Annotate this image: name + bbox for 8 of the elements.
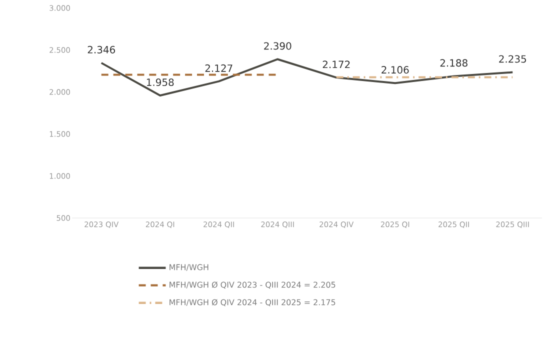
data-label: 2.235	[499, 55, 526, 63]
data-label: 2.390	[264, 42, 292, 50]
data-label: 2.188	[440, 59, 468, 67]
data-label: 2.127	[205, 64, 232, 72]
data-label: 2.346	[88, 46, 116, 54]
data-label: 2.106	[382, 66, 409, 74]
data-label: 2.172	[322, 60, 350, 68]
data-label: 1.958	[146, 78, 174, 86]
